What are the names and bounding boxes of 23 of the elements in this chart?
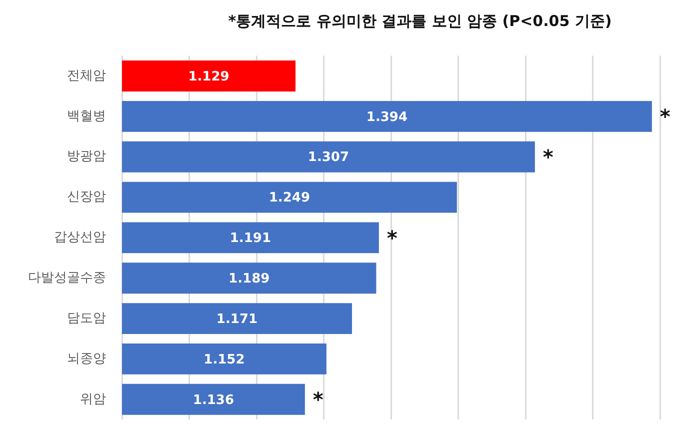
data-label: 1.394 [366, 110, 408, 125]
chart-title: *통계적으로 유의미한 결과를 보인 암종 (P<0.05 기준) [227, 12, 613, 31]
data-label: 1.171 [216, 312, 258, 327]
y-tick-label: 다발성골수종 [28, 270, 106, 286]
y-tick-label: 위암 [80, 392, 106, 407]
y-tick-label: 백혈병 [67, 108, 106, 124]
data-label: 1.307 [308, 150, 350, 166]
annotation: * [312, 388, 324, 412]
y-tick-label: 신장암 [67, 190, 106, 205]
annotation: * [660, 104, 671, 129]
data-label: 1.152 [204, 352, 245, 368]
y-tick-label: 방광암 [67, 149, 106, 164]
annotation: * [542, 145, 554, 170]
data-label: 1.136 [192, 392, 234, 408]
data-label: 1.129 [188, 69, 230, 84]
y-tick-label: 갑상선암 [54, 230, 106, 246]
y-tick-label: 전체암 [67, 68, 106, 84]
data-label: 1.189 [228, 271, 270, 286]
y-tick-label: 뇌종양 [67, 351, 106, 366]
data-label: 1.249 [268, 190, 310, 206]
data-label: 1.191 [230, 231, 272, 246]
y-tick-label: 담도암 [67, 310, 106, 326]
annotation: * [386, 226, 398, 250]
